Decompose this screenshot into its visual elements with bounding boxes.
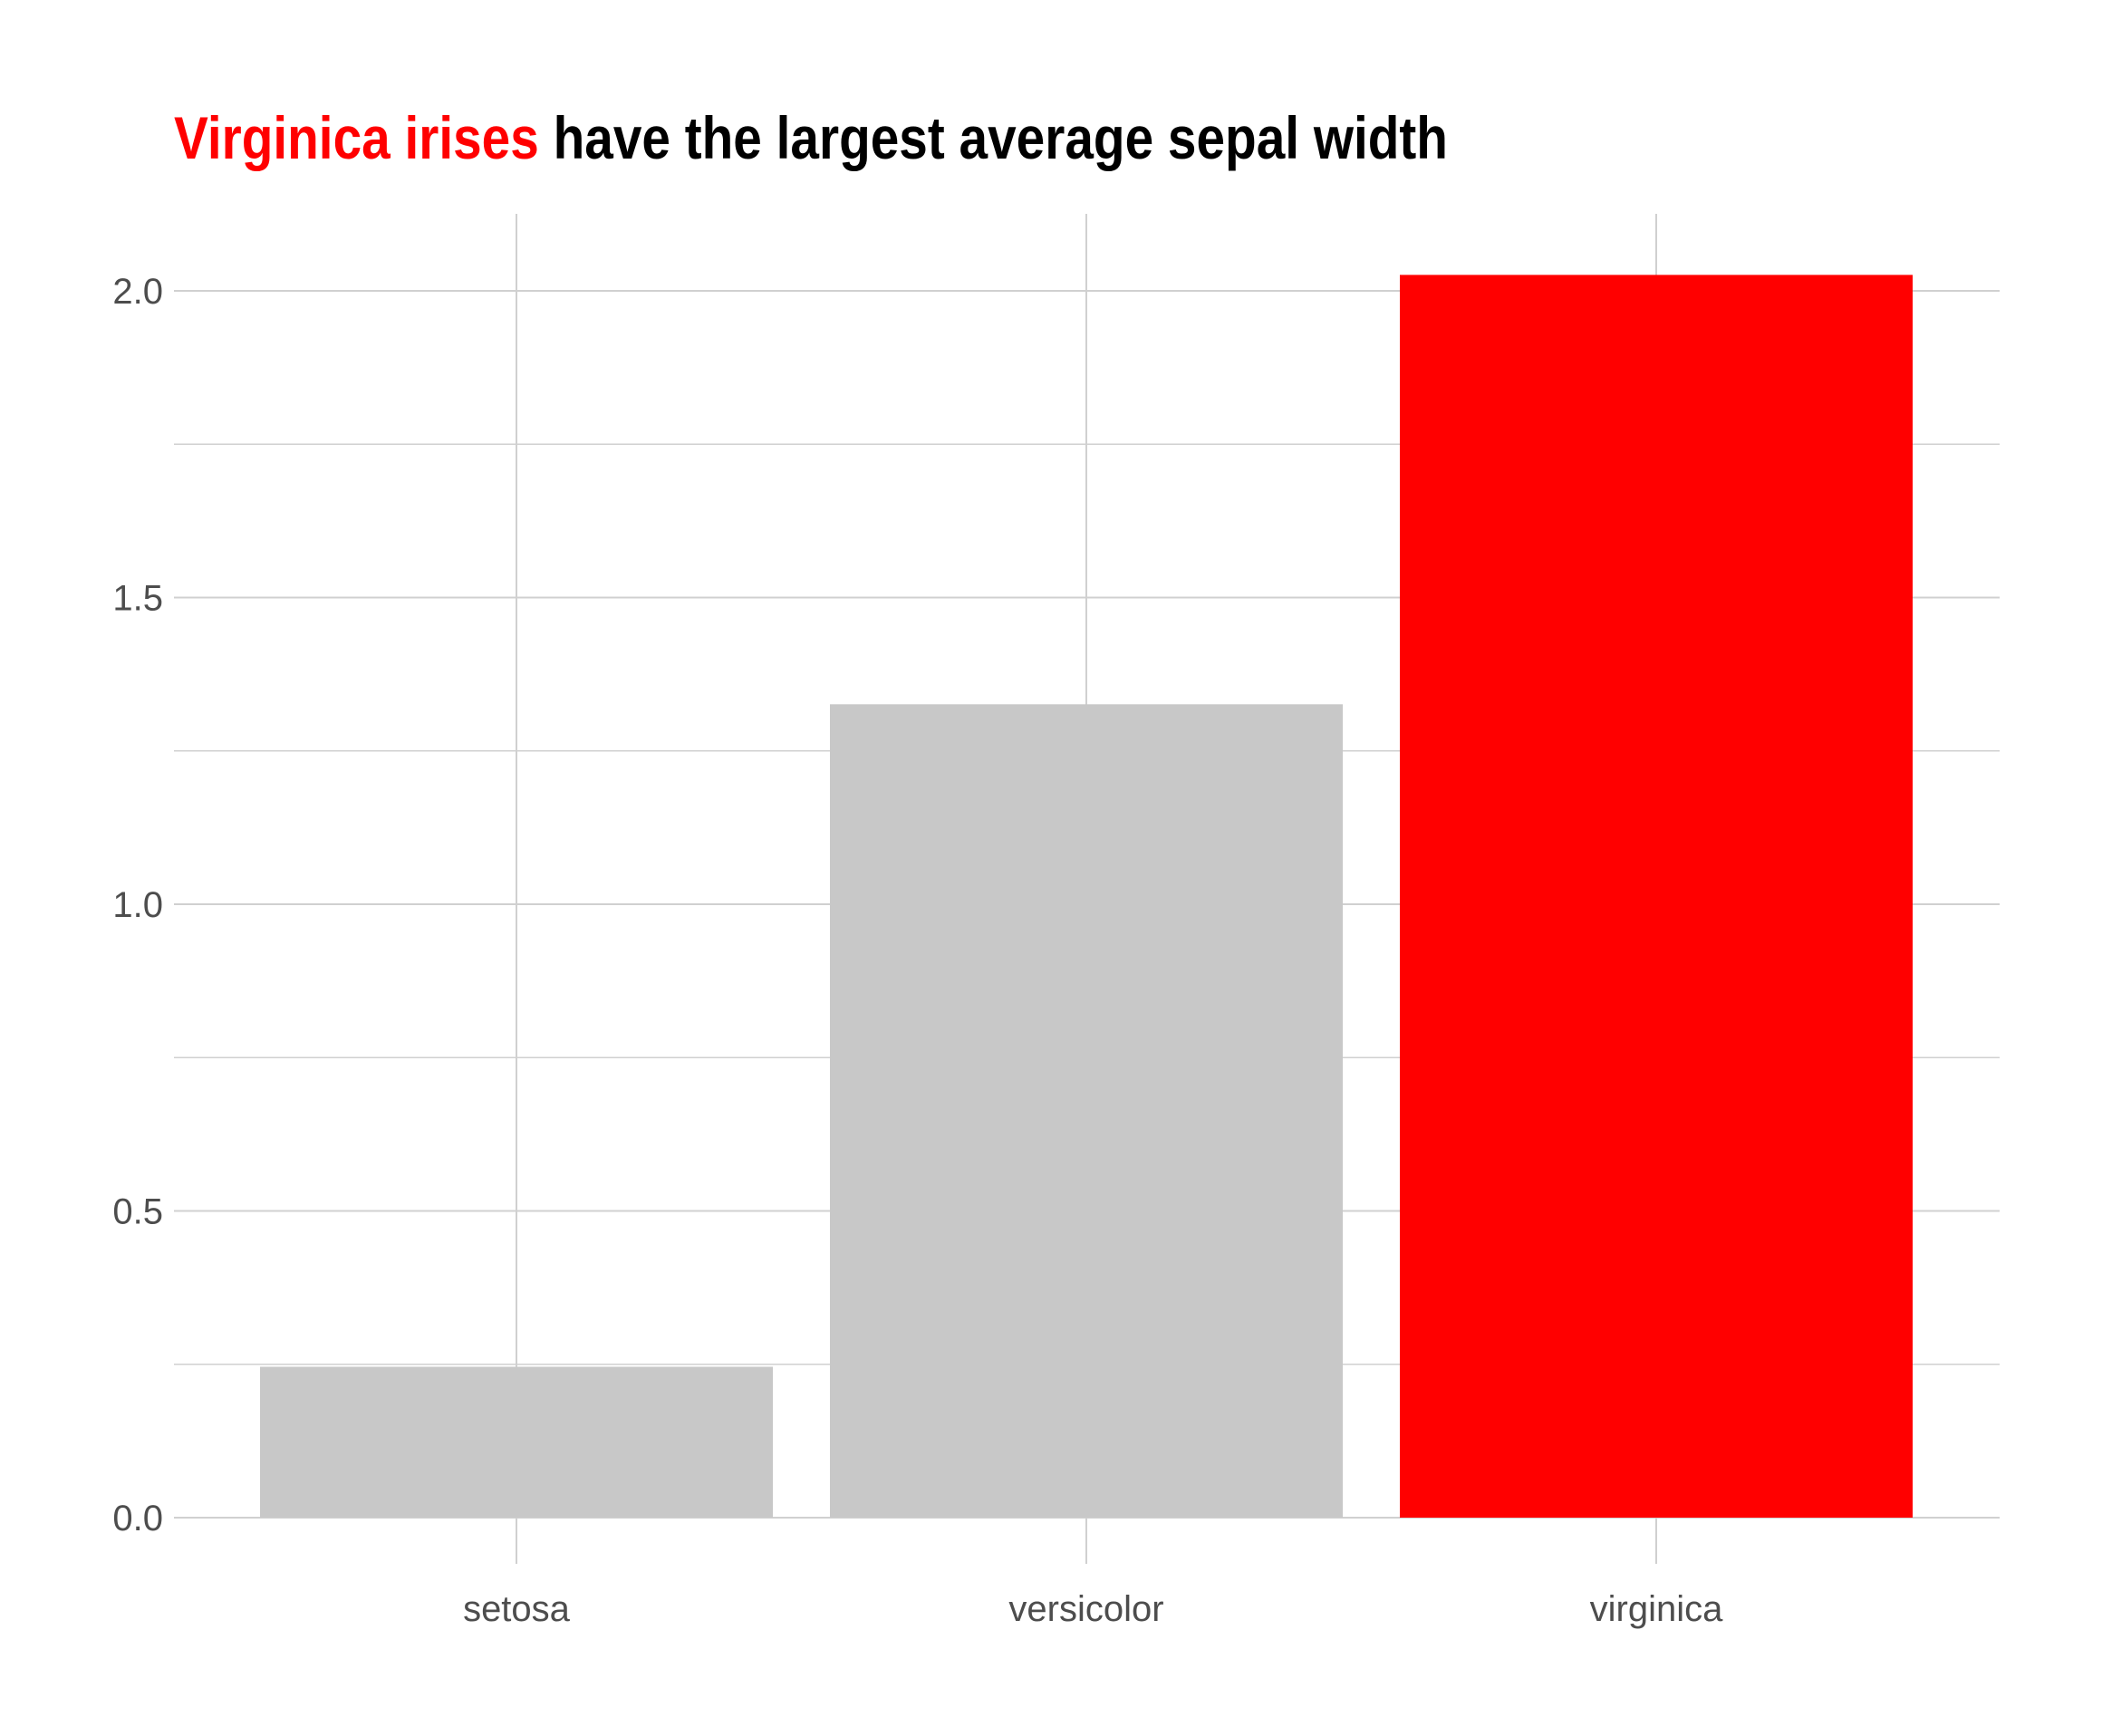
x-tick-label: versicolor	[1008, 1589, 1163, 1629]
y-tick-label: 1.0	[112, 885, 163, 925]
chart-title: Virginica irises have the largest averag…	[174, 101, 1448, 174]
axis-labels: 0.0 0.5 1.0 1.5 2.0 setosa versicolor virginica	[112, 272, 1723, 1629]
title-rest: have the largest average sepal width	[538, 104, 1448, 171]
title-highlight: Virginica irises	[174, 104, 539, 171]
x-tick-label: virginica	[1590, 1589, 1723, 1629]
bar-virginica	[1400, 275, 1913, 1519]
bars	[260, 275, 1913, 1519]
bar-versicolor	[830, 704, 1343, 1518]
y-tick-label: 0.5	[112, 1192, 163, 1232]
y-tick-label: 0.0	[112, 1499, 163, 1538]
bar-setosa	[260, 1366, 773, 1518]
x-tick-label: setosa	[463, 1589, 571, 1629]
y-tick-label: 1.5	[112, 579, 163, 619]
y-tick-label: 2.0	[112, 272, 163, 312]
